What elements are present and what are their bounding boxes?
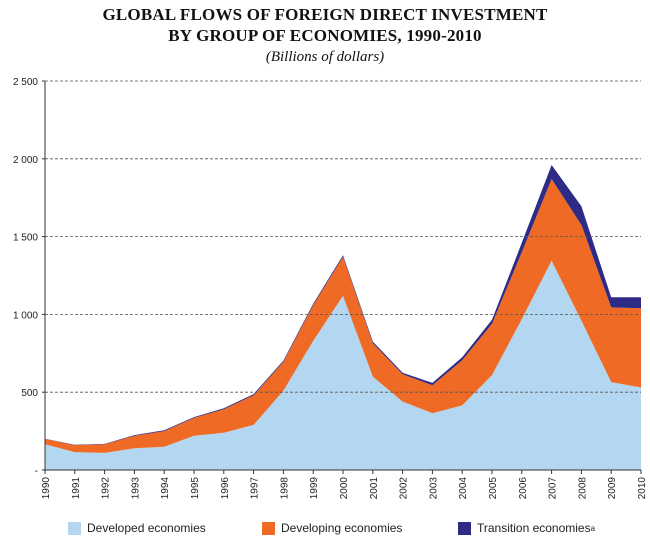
area-developing-economies	[45, 179, 641, 453]
y-tick-label-0: -	[35, 466, 38, 477]
y-tick-label-500: 500	[21, 388, 38, 399]
x-tick-label-2001: 2001	[369, 477, 380, 500]
legend-label-developing: Developing economies	[281, 521, 403, 535]
chart-subtitle: (Billions of dollars)	[265, 49, 385, 65]
legend-item-developed: Developed economies	[68, 518, 206, 538]
legend-label-developed: Developed economies	[87, 521, 206, 535]
chart-legend: Developed economies Developing economies…	[0, 518, 650, 538]
x-tick-label-1992: 1992	[101, 477, 112, 500]
legend-swatch-developing	[262, 521, 275, 535]
legend-swatch-transition	[458, 521, 471, 535]
chart-title-line1: GLOBAL FLOWS OF FOREIGN DIRECT INVESTMEN…	[102, 5, 548, 24]
x-tick-label-1994: 1994	[160, 477, 171, 500]
x-tick-label-2009: 2009	[607, 477, 618, 500]
area-developed-economies	[45, 260, 641, 470]
x-tick-label-1997: 1997	[250, 477, 261, 500]
x-tick-label-2008: 2008	[577, 477, 588, 500]
x-tick-label-1999: 1999	[309, 477, 320, 500]
y-tick-label-2000: 2 000	[13, 155, 38, 166]
x-tick-label-2004: 2004	[458, 477, 469, 500]
x-tick-label-2010: 2010	[637, 477, 648, 500]
legend-label-transition: Transition economies	[477, 521, 591, 535]
x-tick-label-1991: 1991	[71, 477, 82, 500]
x-tick-label-2006: 2006	[518, 477, 529, 500]
y-tick-label-2500: 2 500	[13, 77, 38, 88]
chart-title-line2: BY GROUP OF ECONOMIES, 1990-2010	[168, 26, 482, 45]
y-tick-label-1000: 1 000	[13, 310, 38, 321]
x-tick-label-2000: 2000	[339, 477, 350, 500]
x-tick-label-1993: 1993	[130, 477, 141, 500]
x-tick-label-1996: 1996	[220, 477, 231, 500]
legend-item-developing: Developing economies	[262, 518, 402, 538]
x-tick-label-1990: 1990	[41, 477, 52, 500]
legend-footnote-marker: a	[590, 523, 596, 533]
x-tick-label-2007: 2007	[548, 477, 559, 500]
x-tick-label-2003: 2003	[428, 477, 439, 500]
x-tick-label-2005: 2005	[488, 477, 499, 500]
x-tick-label-1995: 1995	[190, 477, 201, 500]
y-tick-label-1500: 1 500	[13, 233, 38, 244]
x-tick-label-1998: 1998	[279, 477, 290, 500]
legend-swatch-developed	[68, 521, 81, 535]
x-tick-label-2002: 2002	[399, 477, 410, 500]
legend-item-transition: Transition economies a	[458, 518, 595, 538]
